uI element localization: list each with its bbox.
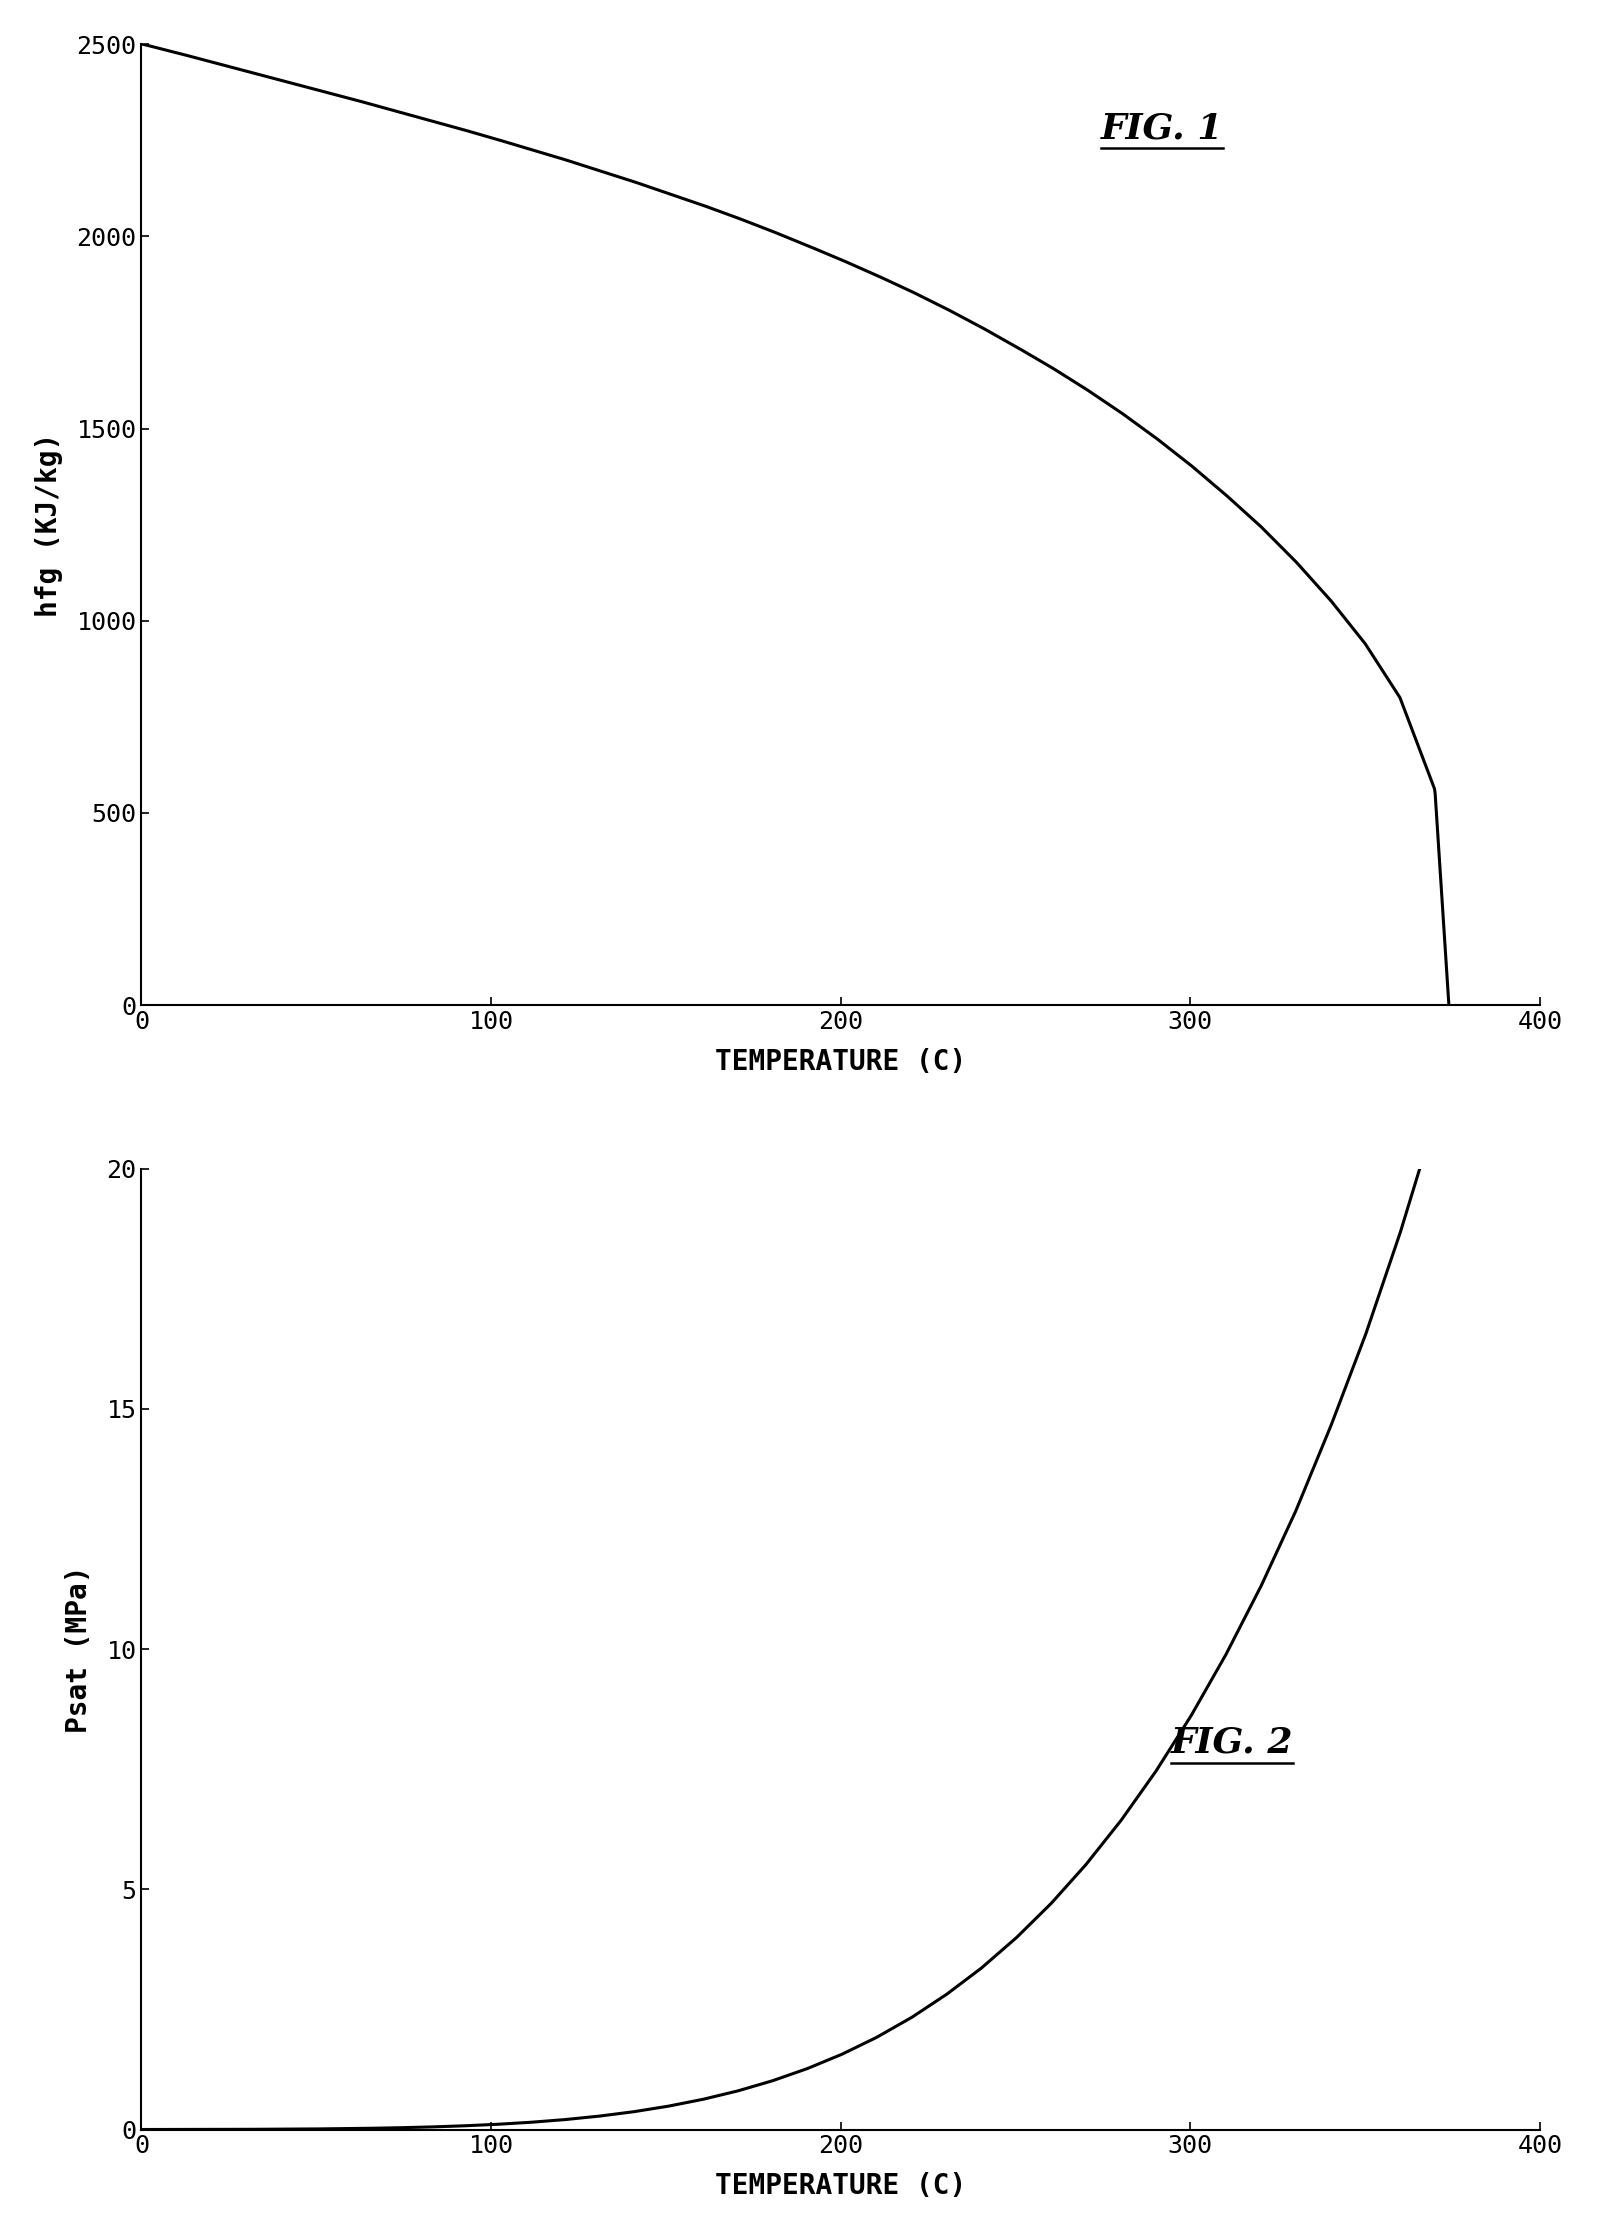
Y-axis label: Psat (MPa): Psat (MPa) [65, 1564, 93, 1732]
X-axis label: TEMPERATURE (C): TEMPERATURE (C) [715, 1048, 966, 1075]
Text: FIG. 1: FIG. 1 [1100, 112, 1223, 145]
X-axis label: TEMPERATURE (C): TEMPERATURE (C) [715, 2172, 966, 2199]
Y-axis label: hfg (KJ/kg): hfg (KJ/kg) [35, 434, 62, 617]
Text: FIG. 2: FIG. 2 [1171, 1725, 1294, 1759]
